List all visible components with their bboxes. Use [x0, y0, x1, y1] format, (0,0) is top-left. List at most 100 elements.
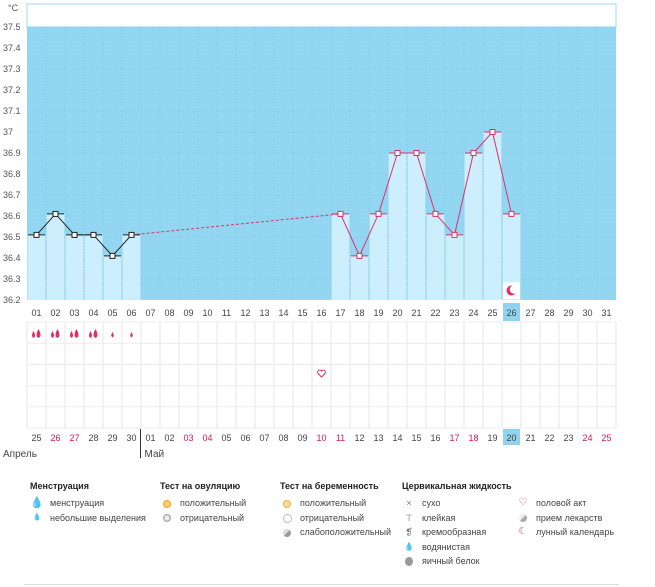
calendar-date-label: 15: [411, 433, 421, 443]
moon-icon-cutout: [509, 285, 519, 294]
legend-item-ovulation-negative: отрицательный: [160, 511, 246, 526]
temperature-point: [394, 150, 401, 156]
cycle-day-label: 15: [297, 308, 307, 318]
cycle-day-label: 27: [525, 308, 535, 318]
legend-label: яичный белок: [422, 556, 480, 566]
y-unit-label: °C: [8, 3, 19, 13]
calendar-date-label: 25: [31, 433, 41, 443]
cycle-day-label: 07: [145, 308, 155, 318]
calendar-date-label: 02: [164, 433, 174, 443]
temperature-point: [337, 210, 344, 217]
drop-large-icon: [36, 329, 41, 338]
gray-half-icon: [280, 526, 294, 538]
cycle-day-label: 25: [487, 308, 497, 318]
legend-pregnancy-test: Тест на беременность положительный отриц…: [280, 480, 391, 540]
cycle-day-label: 03: [69, 308, 79, 318]
calendar-date-label: 11: [336, 433, 345, 443]
month-label-may: Май: [145, 449, 165, 460]
cycle-day-label: 02: [50, 308, 60, 318]
cycle-day-label: 08: [164, 308, 174, 318]
temperature-point: [470, 150, 477, 156]
y-tick-label: 36.4: [3, 253, 21, 263]
temperature-point: [90, 231, 97, 238]
cycle-day-label: 20: [392, 308, 402, 318]
calendar-date-label: 30: [126, 433, 136, 443]
calendar-date-label: 17: [449, 433, 459, 443]
cycle-day-label: 29: [563, 308, 573, 318]
legend: Менструация 💧 менструация 💧 небольшие вы…: [0, 476, 655, 587]
legend-item-sticky: ⊤ клейкая: [402, 511, 512, 526]
calendar-date-label: 21: [525, 433, 535, 443]
calendar-date-label: 20: [506, 433, 516, 443]
temperature-bar: [464, 153, 483, 300]
calendar-date-label: 29: [107, 433, 117, 443]
drop-large-icon: 💧: [30, 497, 44, 510]
legend-other: ♡ половой акт прием лекарств ☾ лунный ка…: [516, 496, 615, 540]
creamy-icon: ❡: [405, 527, 413, 538]
temperature-bar: [122, 234, 141, 300]
calendar-date-label: 08: [278, 433, 288, 443]
legend-item-egg-white: яичный белок: [402, 554, 512, 569]
legend-item-ovulation-positive: положительный: [160, 496, 246, 511]
legend-item-pregnancy-weak: слабоположительный: [280, 525, 391, 540]
temperature-line: [435, 213, 455, 236]
temperature-bar: [483, 132, 502, 300]
legend-divider: [24, 584, 619, 585]
temperature-line: [131, 213, 341, 236]
drop-large-icon: [93, 329, 98, 338]
moon-icon: ☾: [518, 526, 528, 538]
calendar-date-label: 04: [202, 433, 212, 443]
cycle-day-label: 31: [601, 308, 611, 318]
temperature-bar: [407, 153, 426, 300]
egg-white-icon: [402, 555, 416, 567]
legend-item-watery: 💧 водянистая: [402, 540, 512, 555]
legend-label: слабоположительный: [300, 527, 392, 537]
y-tick-label: 36.9: [3, 148, 21, 158]
calendar-date-label: 19: [487, 433, 497, 443]
temperature-point: [508, 210, 515, 217]
calendar-date-label: 01: [145, 433, 155, 443]
temperature-line: [492, 131, 512, 215]
legend-item-spotting: 💧 небольшие выделения: [30, 511, 146, 526]
cycle-day-label: 04: [88, 308, 98, 318]
calendar-date-label: 03: [183, 433, 193, 443]
orange-smile-icon: [280, 497, 294, 509]
y-tick-label: 36.6: [3, 211, 21, 221]
temperature-point: [451, 231, 458, 238]
temperature-line: [416, 152, 436, 215]
cycle-day-label: 23: [449, 308, 459, 318]
y-tick-label: 36.5: [3, 232, 21, 242]
cycle-day-label: 11: [222, 308, 231, 318]
calendar-date-label: 12: [354, 433, 364, 443]
temperature-bar: [46, 213, 65, 300]
cycle-day-label: 26: [506, 308, 516, 318]
temperature-point: [52, 210, 59, 217]
calendar-date-label: 18: [468, 433, 478, 443]
legend-ovulation-test: Тест на овуляцию положительный отрицател…: [160, 480, 246, 525]
cycle-day-label: 10: [202, 308, 212, 318]
legend-cervical-title: Цервикальная жидкость: [402, 481, 512, 491]
cycle-day-label: 22: [430, 308, 440, 318]
temperature-point: [432, 210, 439, 217]
calendar-date-label: 09: [297, 433, 307, 443]
cycle-day-label: 21: [411, 308, 421, 318]
legend-label: небольшие выделения: [50, 512, 146, 523]
calendar-date-label: 10: [316, 433, 326, 443]
legend-item-menstruation: 💧 менструация: [30, 496, 146, 511]
drop-large-icon: [70, 331, 73, 338]
cycle-day-label: 13: [259, 308, 269, 318]
gray-circle-icon: [160, 512, 174, 524]
calendar-date-label: 05: [221, 433, 231, 443]
legend-menstruation: Менструация 💧 менструация 💧 небольшие вы…: [30, 480, 146, 525]
cycle-day-label: 24: [468, 308, 478, 318]
temperature-line: [454, 152, 474, 236]
y-tick-label: 36.2: [3, 295, 21, 305]
calendar-date-label: 14: [392, 433, 402, 443]
legend-label: клейкая: [422, 512, 456, 523]
calendar-date-label: 25: [601, 433, 611, 443]
legend-label: отрицательный: [300, 512, 365, 523]
cycle-day-label: 18: [354, 308, 364, 318]
orange-circle-icon: [160, 497, 174, 509]
y-tick-label: 37.2: [3, 85, 21, 95]
calendar-date-label: 26: [50, 433, 60, 443]
